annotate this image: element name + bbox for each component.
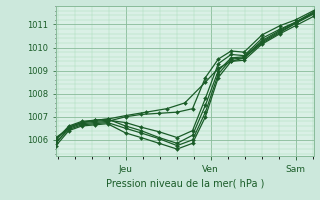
X-axis label: Pression niveau de la mer( hPa ): Pression niveau de la mer( hPa ): [106, 178, 264, 188]
